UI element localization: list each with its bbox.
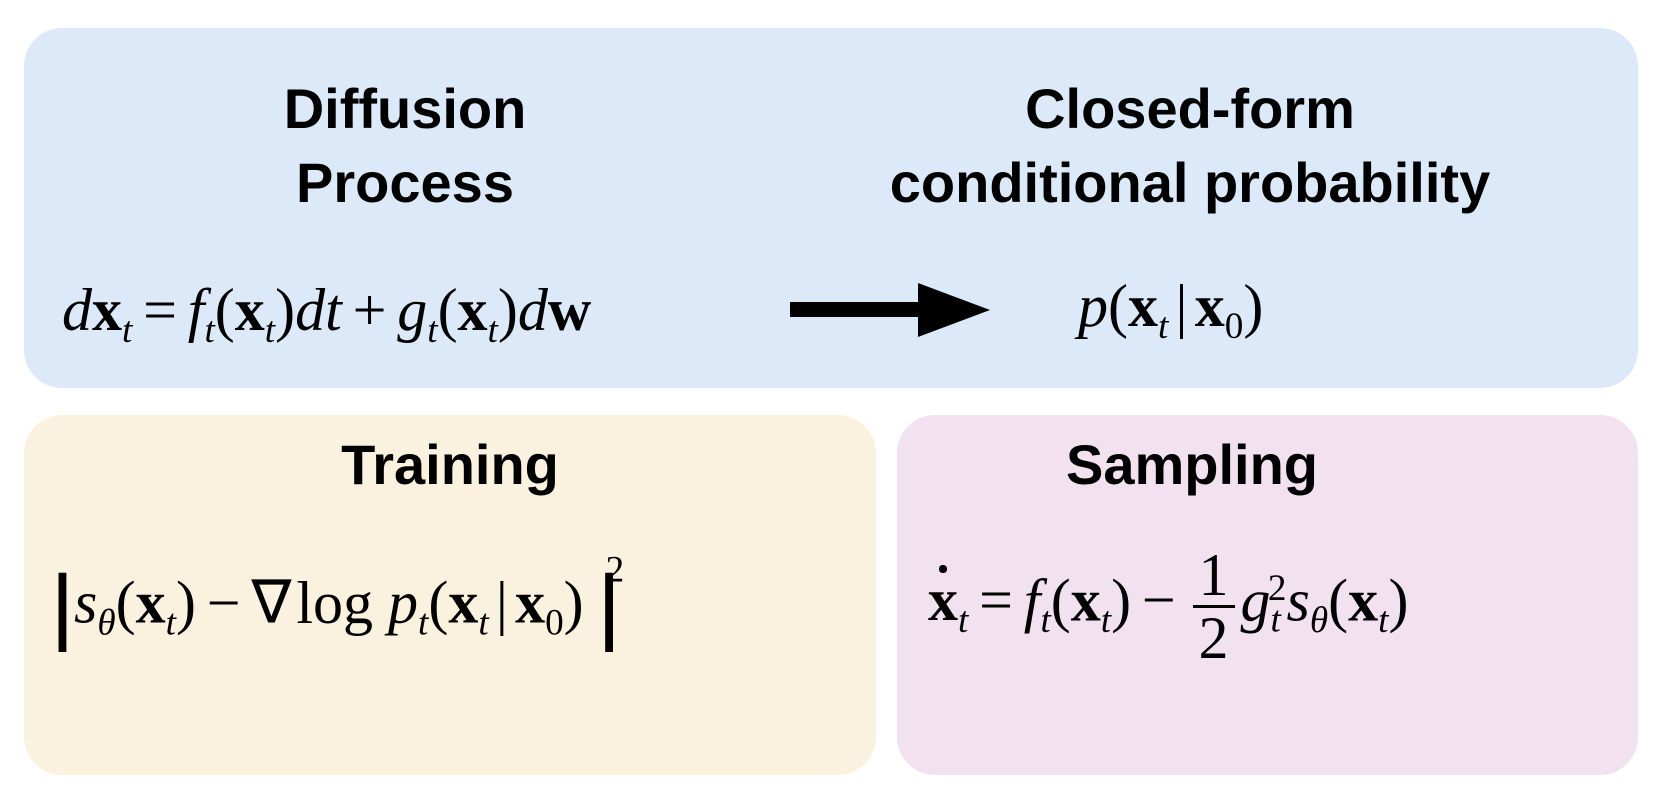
sampling-formula: xt = ft(xt) −1 2 gt2sθ(xt) (928, 542, 1409, 671)
diffusion-title-line2: Process (296, 151, 514, 214)
conditional-probability-formula: p(xt | x0) (1078, 273, 1264, 347)
norm-right: || (598, 555, 620, 652)
training-panel (24, 415, 876, 775)
right-arrow-icon (790, 283, 990, 337)
closed-form-title-line2: conditional probability (889, 151, 1491, 214)
sampling-title: Sampling (1065, 433, 1319, 496)
closed-form-title: Closed-form conditional probability (860, 72, 1520, 220)
norm-left: || (52, 555, 73, 652)
diffusion-panel (24, 28, 1638, 388)
training-loss-formula: || sθ(xt) − ∇log pt(xt | x0) ||2 (52, 549, 625, 652)
sde-formula: dxt = ft(xt)dt + gt(xt)dw (62, 277, 592, 351)
sampling-panel (897, 415, 1638, 775)
diffusion-process-title: Diffusion Process (130, 72, 680, 220)
diffusion-title-line1: Diffusion (283, 77, 527, 140)
training-title: Training (341, 433, 559, 496)
closed-form-title-line1: Closed-form (1025, 77, 1355, 140)
